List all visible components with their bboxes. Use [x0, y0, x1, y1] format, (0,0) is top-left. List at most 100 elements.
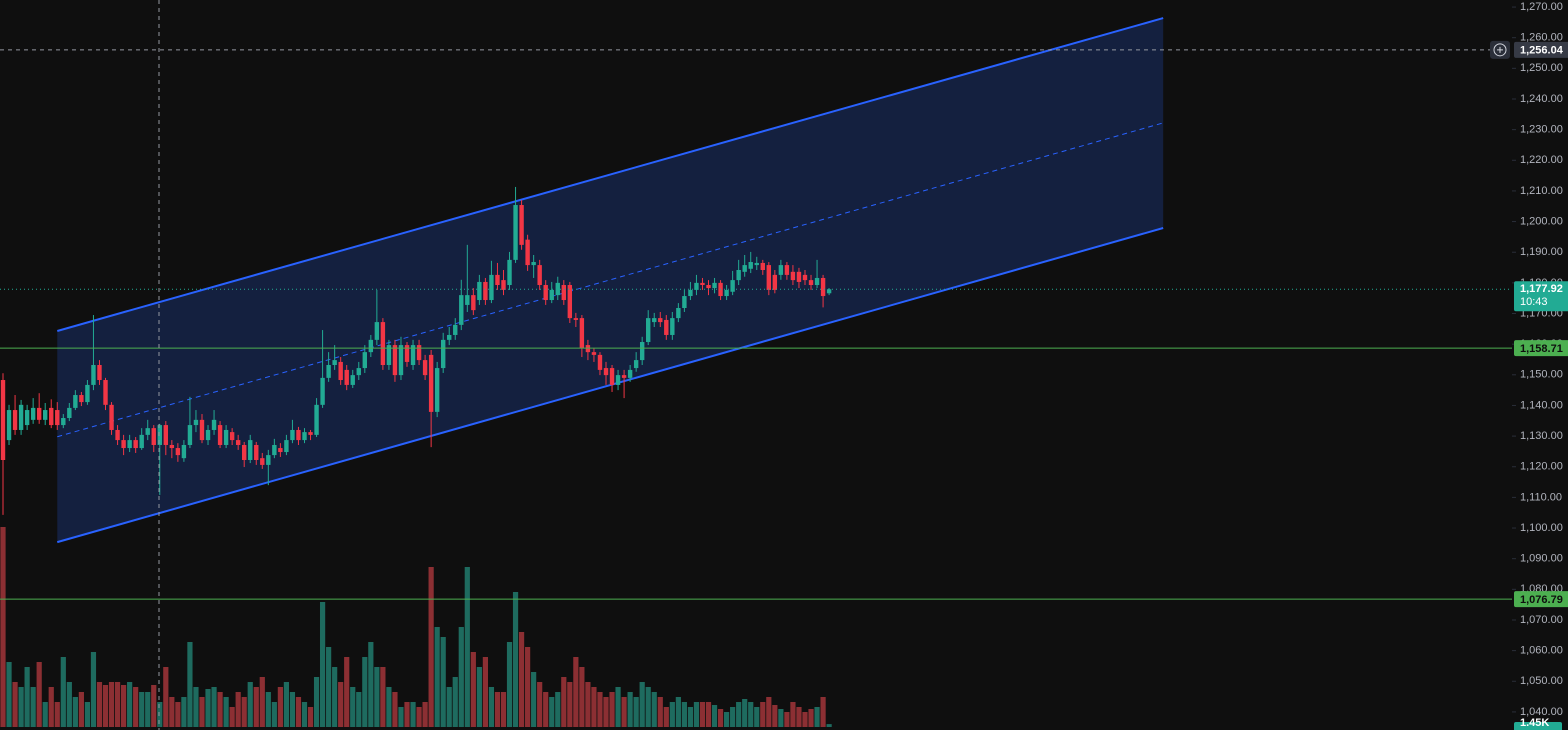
candle-body — [404, 345, 410, 362]
candle-body — [543, 285, 548, 301]
volume-bar — [319, 602, 326, 727]
candle-body — [217, 425, 223, 445]
candle-body — [561, 285, 566, 301]
candle-body — [290, 429, 295, 441]
axis-layer: 1,270.00 1,260.00 1,250.00 1,240.00 1,230.00… — [1512, 1, 1563, 718]
volume-bar — [603, 697, 609, 727]
candle-body — [772, 274, 778, 290]
volume-bar — [639, 682, 645, 727]
volume-bar — [748, 702, 754, 727]
volume-bar — [163, 667, 169, 727]
candle-body — [646, 318, 651, 343]
volume-bar — [175, 702, 181, 727]
volume-bar — [18, 687, 24, 727]
y-tick-label: 1,210.00 — [1520, 185, 1563, 197]
volume-bar — [687, 707, 694, 727]
volume-bar — [518, 632, 525, 727]
volume-bar — [772, 705, 778, 727]
candle-body — [434, 368, 440, 412]
candle-body — [199, 419, 205, 441]
y-tick-label: 1,070.00 — [1520, 614, 1563, 626]
candle-body — [97, 365, 102, 381]
price-badge-label: 1,076.79 — [1520, 594, 1563, 606]
candle-body — [49, 407, 54, 426]
volume-bar — [6, 662, 12, 727]
volume-bar — [621, 697, 627, 727]
candle-body — [205, 429, 211, 441]
candle-body — [350, 375, 355, 385]
candle-body — [700, 282, 705, 286]
candle-body — [507, 259, 512, 286]
candle-body — [356, 368, 361, 376]
volume-bar — [247, 682, 253, 727]
candle-body — [193, 419, 199, 426]
candle-body — [447, 334, 452, 340]
candle-body — [537, 265, 542, 286]
candle-body — [380, 322, 386, 365]
volume-bar — [494, 692, 501, 727]
candle-body — [73, 395, 78, 408]
volume-bar — [338, 682, 344, 727]
price-badge — [1514, 41, 1568, 58]
volume-bar — [78, 692, 84, 727]
volume-bar — [778, 709, 784, 727]
y-tick-label: 1,230.00 — [1520, 124, 1563, 136]
candle-body — [784, 265, 790, 275]
candle-body — [453, 324, 458, 335]
volume-bar — [531, 672, 537, 727]
price-badge-label: 1,158.71 — [1520, 343, 1563, 355]
volume-bar — [12, 682, 18, 727]
y-tick-label: 1,240.00 — [1520, 93, 1563, 105]
volume-bar — [464, 567, 470, 727]
volume-bar — [96, 682, 103, 727]
candle-body — [260, 458, 265, 465]
candle-body — [796, 271, 802, 282]
volume-bar — [506, 642, 513, 727]
candle-body — [742, 265, 747, 272]
candle-body — [151, 428, 156, 445]
candle-body — [61, 418, 66, 426]
volume-bar — [693, 702, 700, 727]
candle-body — [12, 410, 18, 430]
candle-body — [736, 269, 741, 281]
y-tick-label: 1,200.00 — [1520, 215, 1563, 227]
volume-bar — [145, 692, 151, 727]
candle-body — [109, 404, 114, 430]
volume-bar — [54, 702, 60, 727]
candle-body — [272, 444, 277, 456]
volume-bar — [374, 667, 380, 727]
y-tick-label: 1,120.00 — [1520, 461, 1563, 473]
candle-body — [621, 375, 627, 378]
candle-body — [24, 410, 30, 426]
volume-bar — [102, 685, 109, 727]
volume-bar — [211, 687, 217, 727]
volume-bar — [597, 692, 603, 727]
volume-bar — [157, 702, 163, 727]
candle-body — [308, 432, 313, 435]
y-tick-label: 1,250.00 — [1520, 62, 1563, 74]
candle-body — [471, 295, 476, 311]
candle-body — [344, 369, 349, 385]
candle-body — [465, 295, 470, 305]
candle-body — [820, 277, 826, 297]
y-tick-label: 1,050.00 — [1520, 675, 1563, 687]
candle-body — [18, 404, 24, 430]
candle-body — [428, 354, 434, 412]
candle-body — [91, 365, 96, 385]
candle-body — [229, 432, 235, 441]
candle-body — [163, 425, 169, 445]
candle-body — [0, 380, 6, 461]
candle-body — [223, 429, 229, 445]
volume-bar — [488, 687, 495, 727]
candle-body — [670, 318, 675, 335]
volume-bar — [730, 707, 736, 727]
volume-bar — [36, 662, 42, 727]
volume-bar — [754, 707, 760, 727]
candle-body — [422, 360, 428, 376]
candle-body — [266, 455, 271, 465]
candle-body — [254, 444, 259, 461]
volume-bar — [736, 702, 742, 727]
volume-bar — [808, 709, 814, 727]
volume-bar — [193, 687, 199, 727]
